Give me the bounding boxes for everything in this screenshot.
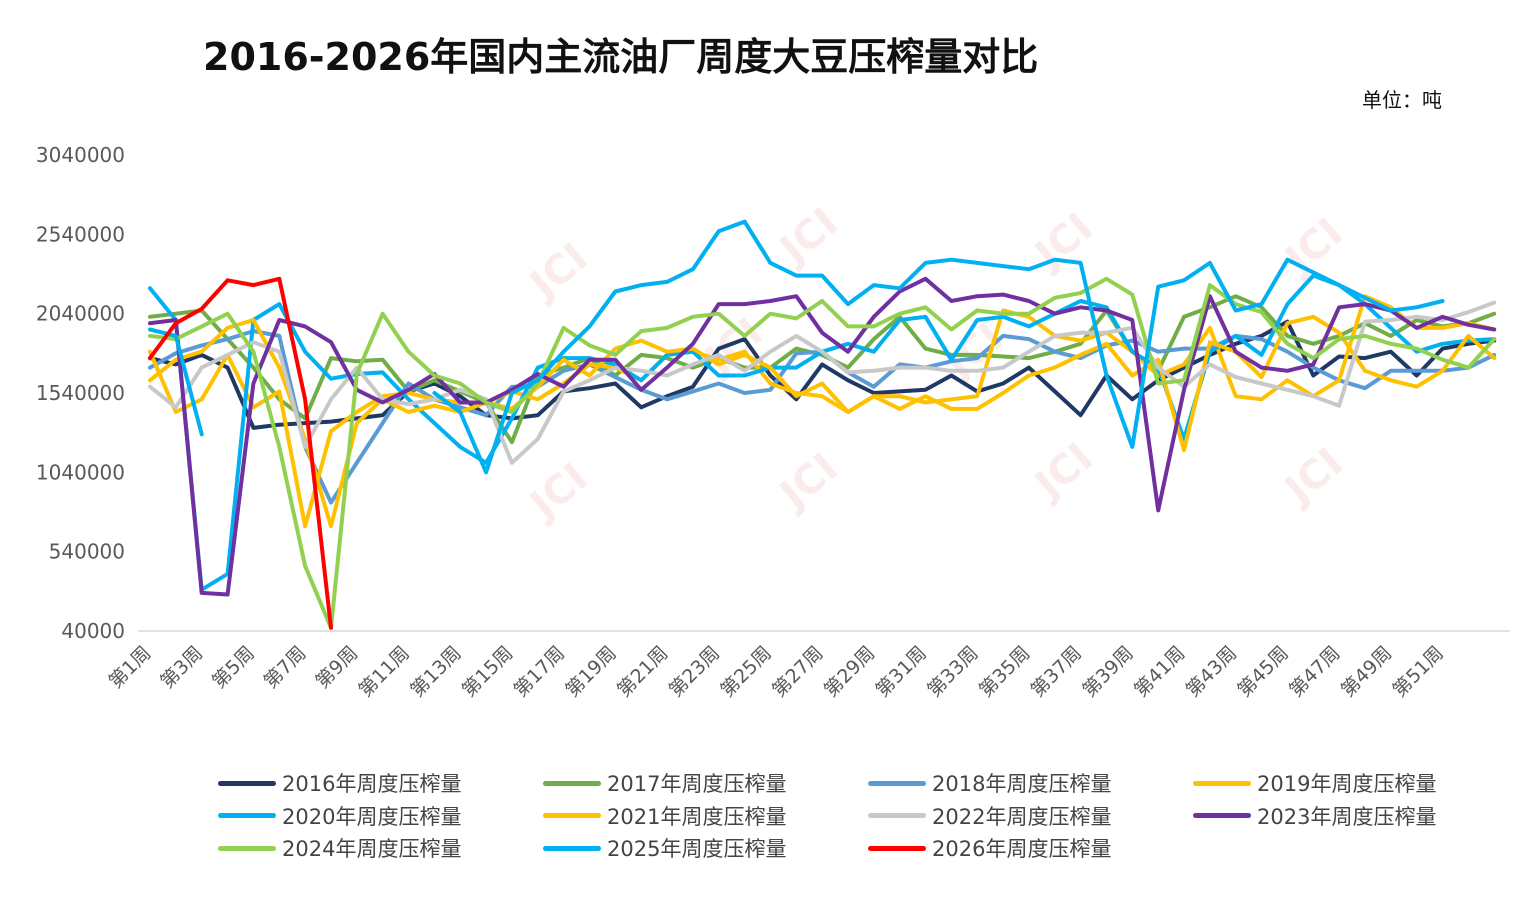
legend-swatch — [543, 813, 601, 818]
x-tick-label: 第21周 — [613, 642, 673, 702]
x-tick-label: 第11周 — [355, 642, 415, 702]
watermark-text: JCI — [520, 234, 597, 309]
x-tick-label: 第35周 — [975, 642, 1035, 702]
legend-item: 2026年周度压榨量 — [868, 833, 1111, 863]
series-line-8 — [148, 276, 1497, 597]
legend-item: 2022年周度压榨量 — [868, 801, 1111, 831]
legend-item: 2018年周度压榨量 — [868, 768, 1111, 798]
series-line-11 — [148, 276, 333, 630]
legend-label: 2016年周度压榨量 — [282, 772, 462, 796]
y-tick-label: 2540000 — [36, 222, 125, 246]
legend-label: 2023年周度压榨量 — [1257, 804, 1437, 829]
y-tick-label: 540000 — [49, 540, 125, 564]
series-line-6 — [148, 314, 1497, 529]
watermark-text: JCI — [770, 444, 847, 519]
series-line-2 — [148, 294, 1497, 445]
legend-item: 2021年周度压榨量 — [543, 801, 786, 831]
series-line-9 — [148, 276, 1497, 630]
legend-swatch — [868, 845, 926, 851]
legend-label: 2017年周度压榨量 — [607, 772, 787, 796]
legend-swatch — [543, 780, 601, 786]
legend-swatch — [868, 780, 926, 786]
y-tick-label: 3040000 — [36, 143, 125, 167]
watermark-text: JCI — [770, 199, 847, 274]
legend-label: 2026年周度压榨量 — [932, 837, 1112, 861]
x-tick-label: 第17周 — [510, 642, 570, 702]
legend-item: 2016年周度压榨量 — [218, 768, 461, 798]
x-tick-label: 第29周 — [820, 642, 880, 702]
series-line-10 — [148, 219, 1445, 475]
x-tick-label: 第23周 — [665, 642, 725, 702]
legend-item: 2023年周度压榨量 — [1193, 801, 1436, 831]
x-tick-label: 第51周 — [1389, 642, 1449, 702]
y-tick-label: 2040000 — [36, 302, 125, 326]
y-tick-label: 1040000 — [36, 460, 125, 484]
legend-swatch — [218, 780, 276, 786]
series-line-7 — [148, 300, 1497, 465]
legend-item: 2017年周度压榨量 — [543, 768, 786, 798]
x-tick-label: 第37周 — [1027, 642, 1087, 702]
x-tick-label: 第19周 — [561, 642, 621, 702]
x-tick-label: 第13周 — [406, 642, 466, 702]
x-tick-label: 第41周 — [1130, 642, 1190, 702]
legend-label: 2021年周度压榨量 — [607, 804, 787, 829]
x-tick-label: 第3周 — [156, 642, 207, 693]
watermark-text: JCI — [520, 454, 597, 529]
x-tick-label: 第49周 — [1337, 642, 1397, 702]
x-tick-label: 第1周 — [105, 642, 156, 693]
x-tick-label: 第25周 — [716, 642, 776, 702]
x-tick-label: 第33周 — [923, 642, 983, 702]
legend-swatch — [218, 813, 276, 818]
watermark-text: JCI — [1025, 434, 1102, 509]
chart-title: 2016-2026年国内主流油厂周度大豆压榨量对比 — [203, 35, 1039, 79]
unit-label: 单位：吨 — [1362, 88, 1442, 112]
x-tick-label: 第15周 — [458, 642, 518, 702]
legend-swatch — [543, 845, 601, 851]
legend-swatch — [1193, 780, 1251, 786]
x-tick-label: 第39周 — [1078, 642, 1138, 702]
y-tick-label: 40000 — [61, 619, 125, 643]
x-tick-label: 第5周 — [208, 642, 259, 693]
legend-swatch — [1193, 813, 1251, 818]
legend-label: 2022年周度压榨量 — [932, 804, 1112, 829]
legend-label: 2025年周度压榨量 — [607, 837, 787, 861]
legend-label: 2024年周度压榨量 — [282, 837, 462, 861]
legend-swatch — [218, 845, 276, 851]
watermark-text: JCI — [1275, 439, 1352, 514]
legend-label: 2019年周度压榨量 — [1257, 772, 1437, 796]
x-tick-label: 第31周 — [872, 642, 932, 702]
legend-item: 2024年周度压榨量 — [218, 833, 461, 863]
x-tick-label: 第43周 — [1182, 642, 1242, 702]
legend-swatch — [868, 813, 926, 818]
x-tick-label: 第47周 — [1285, 642, 1345, 702]
x-tick-label: 第27周 — [768, 642, 828, 702]
x-tick-label: 第45周 — [1233, 642, 1293, 702]
legend-item: 2019年周度压榨量 — [1193, 768, 1436, 798]
series-line-1 — [148, 319, 1497, 430]
series-line-4 — [148, 294, 1497, 529]
x-tick-label: 第7周 — [260, 642, 311, 693]
legend-label: 2018年周度压榨量 — [932, 772, 1112, 796]
legend-label: 2020年周度压榨量 — [282, 804, 462, 829]
legend-item: 2020年周度压榨量 — [218, 801, 461, 831]
y-tick-label: 1540000 — [36, 381, 125, 405]
legend-item: 2025年周度压榨量 — [543, 833, 786, 863]
